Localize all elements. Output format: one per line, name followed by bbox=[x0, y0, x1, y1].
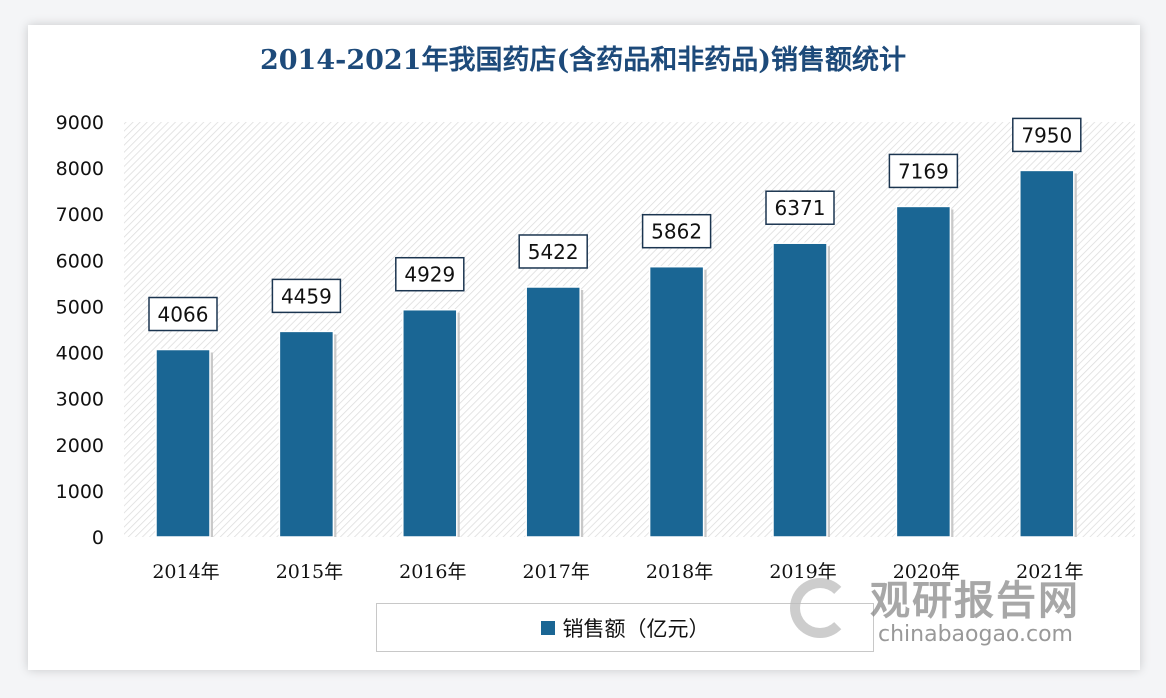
data-label: 6371 bbox=[775, 196, 826, 220]
y-tick-label: 5000 bbox=[56, 296, 104, 318]
data-label-box bbox=[395, 256, 465, 292]
y-tick-label: 3000 bbox=[56, 389, 104, 411]
data-label: 7950 bbox=[1021, 123, 1072, 147]
y-tick-label: 4000 bbox=[56, 343, 104, 365]
chart-title: 2014-2021年我国药店(含药品和非药品)销售额统计 bbox=[259, 45, 907, 76]
y-tick-label: 1000 bbox=[56, 481, 104, 503]
bar bbox=[895, 205, 952, 538]
y-tick-label: 0 bbox=[92, 527, 104, 549]
data-label-box bbox=[518, 234, 588, 269]
data-label: 5422 bbox=[528, 240, 579, 264]
data-label: 4066 bbox=[158, 303, 209, 327]
x-tick-label: 2016年 bbox=[399, 561, 466, 583]
data-label-box bbox=[271, 278, 342, 314]
legend-swatch bbox=[540, 620, 555, 635]
bar bbox=[155, 348, 211, 538]
watermark-logo-icon bbox=[790, 578, 850, 638]
data-label: 5862 bbox=[651, 220, 702, 244]
data-label-box bbox=[148, 296, 218, 332]
x-tick-label: 2020年 bbox=[893, 561, 960, 583]
y-tick-label: 8000 bbox=[56, 158, 104, 180]
y-tick-label: 7000 bbox=[56, 204, 104, 226]
y-tick-label: 9000 bbox=[56, 112, 104, 134]
bar bbox=[525, 286, 581, 538]
data-label-box bbox=[1012, 117, 1082, 153]
y-tick-label: 2000 bbox=[56, 435, 104, 457]
watermark-en: chinabaogao.com bbox=[878, 622, 1073, 647]
bar bbox=[278, 330, 335, 538]
y-tick-label: 6000 bbox=[56, 250, 104, 272]
x-tick-label: 2017年 bbox=[523, 561, 590, 583]
x-tick-label: 2015年 bbox=[276, 561, 343, 583]
x-tick-label: 2014年 bbox=[152, 561, 219, 583]
data-label-box bbox=[641, 213, 712, 249]
x-tick-label: 2021年 bbox=[1016, 561, 1083, 583]
x-tick-label: 2019年 bbox=[769, 561, 836, 583]
plot-area bbox=[124, 122, 1135, 537]
bar bbox=[1019, 169, 1075, 538]
bar bbox=[648, 265, 705, 538]
data-label: 7169 bbox=[898, 159, 949, 183]
data-label: 4459 bbox=[281, 284, 332, 308]
watermark-cn: 观研报告网 bbox=[870, 578, 1080, 624]
data-label: 4929 bbox=[404, 263, 455, 287]
bar bbox=[402, 308, 458, 538]
bar bbox=[772, 242, 828, 538]
watermark: 观研报告网 chinabaogao.com bbox=[790, 568, 1080, 647]
data-label-box bbox=[888, 153, 959, 189]
x-tick-label: 2018年 bbox=[646, 561, 713, 583]
legend-label: 销售额（亿元） bbox=[562, 616, 710, 641]
data-label-box bbox=[765, 190, 835, 225]
